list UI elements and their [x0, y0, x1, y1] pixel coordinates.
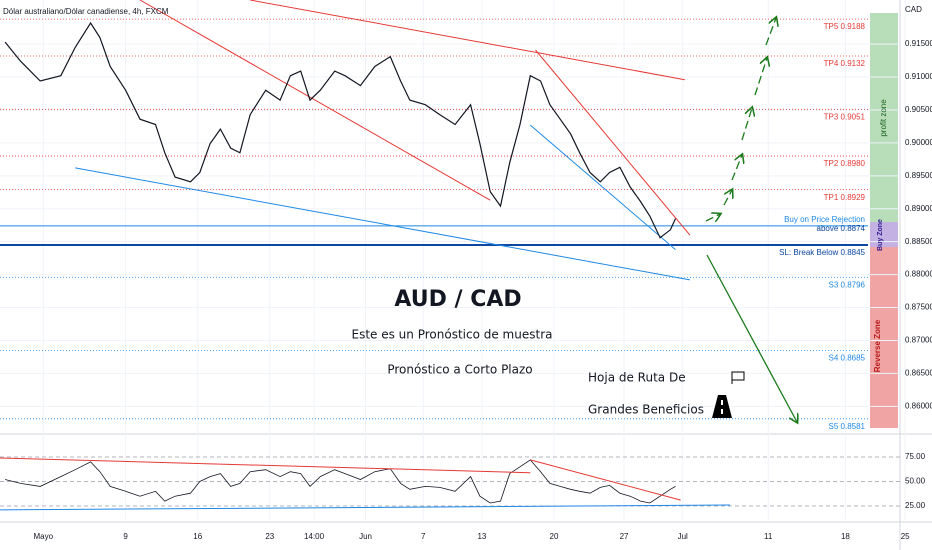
trendline — [139, 0, 491, 201]
rsi-tick-label: 25.00 — [905, 501, 926, 510]
y-tick-label: 0.90500 — [905, 105, 932, 114]
annotation: Pronóstico a Corto Plazo — [387, 363, 532, 377]
chart-subtitle: Este es un Pronóstico de muestra — [352, 328, 553, 342]
y-tick-label: 0.90000 — [905, 138, 932, 147]
level-label: S3 0.8796 — [829, 280, 866, 289]
y-tick-label: 0.91500 — [905, 39, 932, 48]
x-tick-label: 13 — [477, 532, 486, 541]
level-label: SL: Break Below 0.8845 — [779, 248, 865, 257]
level-label: TP3 0.9051 — [824, 112, 866, 121]
rsi-tick-label: 50.00 — [905, 477, 926, 486]
x-tick-label: 18 — [841, 532, 850, 541]
buy-level-label: Buy on Price Rejection — [784, 215, 865, 224]
plot — [0, 0, 868, 511]
zone-label: profit zone — [879, 99, 888, 137]
x-tick-label: 20 — [550, 532, 559, 541]
x-tick-label: Jun — [359, 532, 372, 541]
trendline — [250, 0, 685, 81]
annotation: Hoja de Ruta De — [588, 371, 686, 385]
rsi-line — [5, 459, 676, 504]
level-label: TP1 0.8929 — [824, 193, 866, 202]
y-tick-label: 0.89000 — [905, 204, 932, 213]
road-icon — [712, 395, 732, 418]
x-tick-label: Mayo — [33, 532, 53, 541]
y-tick-label: 0.89500 — [905, 171, 932, 180]
x-tick-label: 14:00 — [304, 532, 325, 541]
symbol-header: Dólar australiano/Dólar canadiense, 4h, … — [3, 7, 169, 16]
zone-label: Reverse Zone — [873, 319, 882, 372]
y-tick-label: 0.88000 — [905, 270, 932, 279]
profit-zone — [870, 13, 898, 222]
annotation: Grandes Beneficios — [588, 403, 704, 417]
x-tick-label: 16 — [193, 532, 202, 541]
y-tick-label: 0.87500 — [905, 303, 932, 312]
level-label: S4 0.8685 — [829, 353, 866, 362]
zone-label: Buy Zone — [877, 219, 884, 251]
trendline — [529, 124, 676, 250]
x-tick-label: Jul — [678, 532, 688, 541]
rsi-tick-label: 75.00 — [905, 452, 926, 461]
level-label: TP2 0.8980 — [824, 159, 866, 168]
reverse-zone — [870, 247, 898, 428]
y-tick-label: 0.88500 — [905, 237, 932, 246]
rsi-trendline — [530, 459, 681, 501]
trendline — [75, 167, 690, 281]
buy-level-label: above 0.8874 — [817, 224, 866, 233]
rsi-trendline — [0, 457, 531, 474]
x-tick-label: 11 — [764, 532, 773, 541]
level-label: TP5 0.9188 — [824, 22, 866, 31]
rsi-trendline — [0, 504, 731, 511]
y-tick-label: 0.86000 — [905, 401, 932, 410]
buy-zone — [870, 222, 898, 247]
x-tick-label: 7 — [421, 532, 426, 541]
level-label: S5 0.8581 — [829, 422, 866, 431]
y-tick-label: 0.86500 — [905, 368, 932, 377]
price-line — [4, 21, 677, 239]
x-tick-label: 25 — [901, 532, 910, 541]
scenario-arrows — [705, 18, 797, 422]
level-label: TP4 0.9132 — [824, 59, 866, 68]
x-tick-label: 27 — [620, 532, 629, 541]
trendline — [535, 49, 691, 236]
flag-icon — [731, 371, 745, 384]
currency: CAD — [905, 5, 922, 14]
grid — [0, 0, 906, 520]
x-tick-label: 9 — [123, 532, 128, 541]
y-tick-label: 0.87000 — [905, 336, 932, 345]
y-tick-label: 0.91000 — [905, 72, 932, 81]
chart-title: AUD / CAD — [394, 287, 521, 312]
x-tick-label: 23 — [265, 532, 274, 541]
